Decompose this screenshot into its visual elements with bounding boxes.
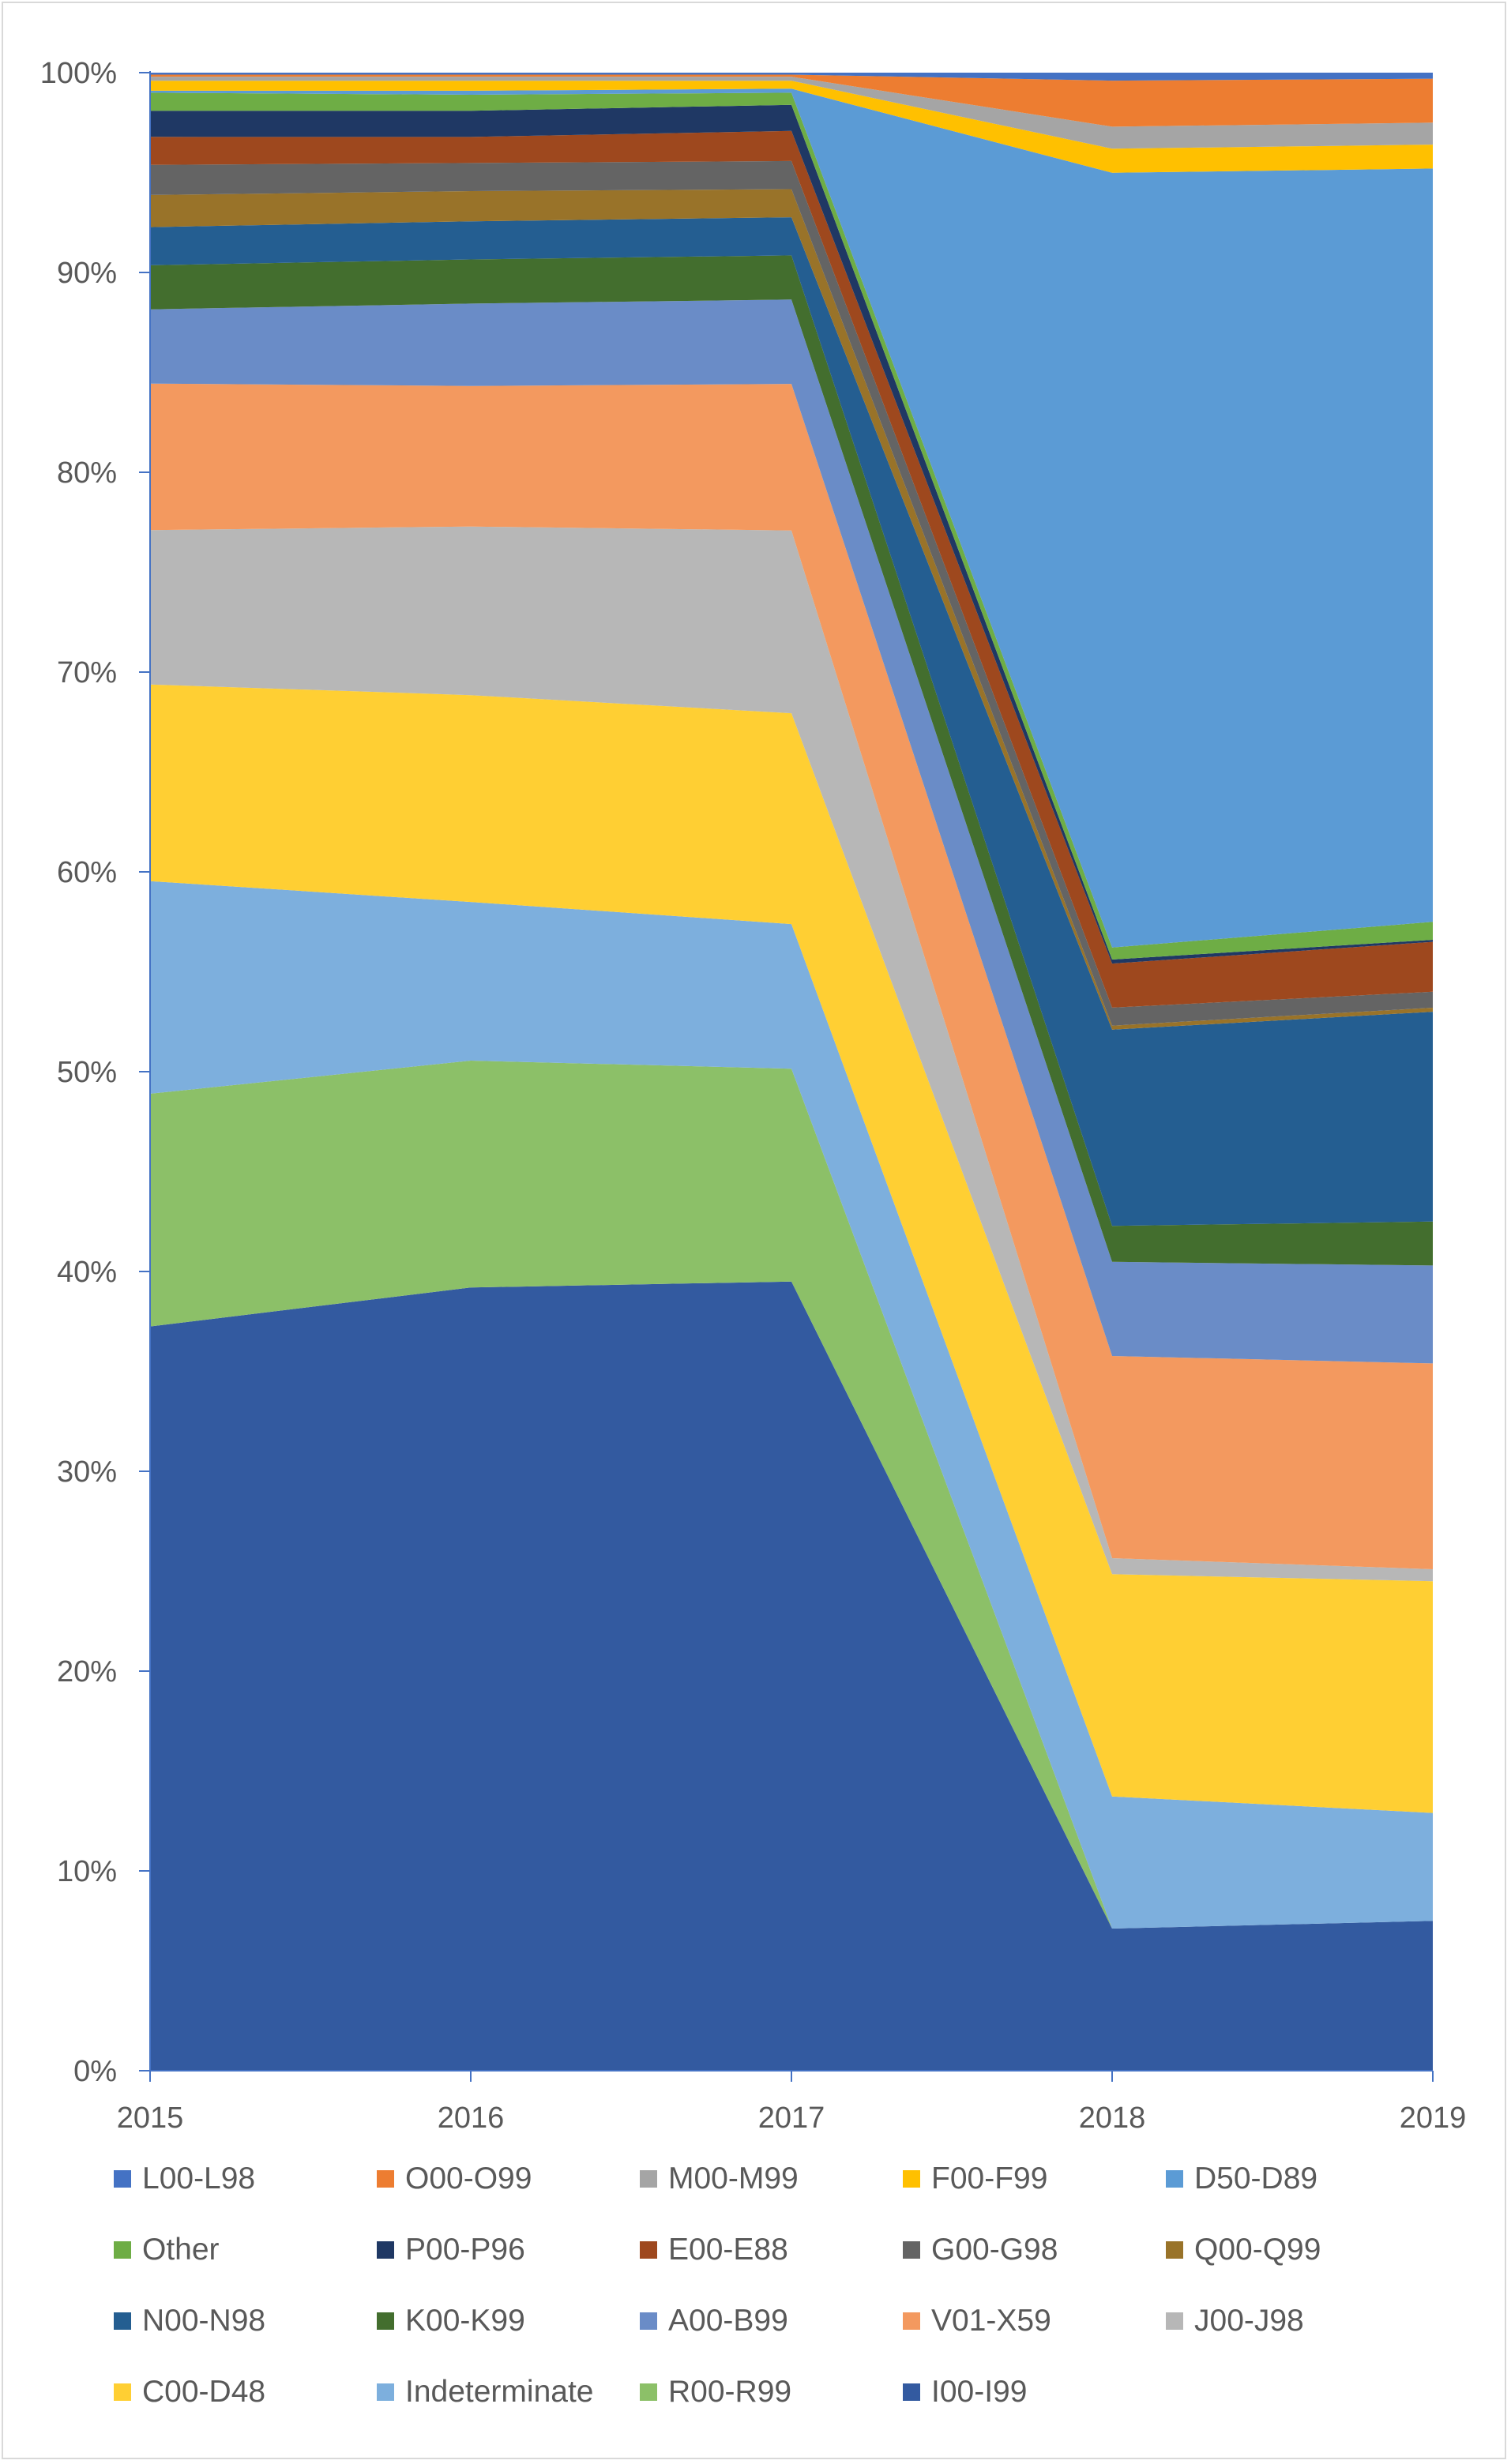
- y-tick-label: 20%: [57, 1655, 117, 1688]
- legend-item-d50-d89: D50-D89: [1166, 2162, 1429, 2195]
- area-m00-m99: [150, 77, 1433, 149]
- legend-item-c00-d48: C00-D48: [114, 2375, 377, 2409]
- chart-plot: 0% 10% 20% 30% 40% 50% 60% 70% 80% 90% 100% 2015 201…: [40, 57, 1466, 2135]
- y-tick-label: 90%: [57, 257, 117, 290]
- y-tick-label: 10%: [57, 1855, 117, 1888]
- legend-item-g00-g98: G00-G98: [903, 2233, 1166, 2267]
- legend-label: C00-D48: [142, 2375, 266, 2409]
- legend-swatch: [114, 2170, 131, 2188]
- area-o00-o99: [150, 74, 1433, 127]
- y-tick-label: 0%: [73, 2055, 117, 2088]
- x-tick-label: 2018: [1079, 2102, 1146, 2135]
- legend-item-j00-j98: J00-J98: [1166, 2304, 1429, 2338]
- area-n00-n98: [150, 217, 1433, 1226]
- legend-item-q00-q99: Q00-Q99: [1166, 2233, 1429, 2267]
- legend-swatch: [903, 2170, 920, 2188]
- legend-swatch: [640, 2241, 657, 2259]
- y-tick-label: 100%: [40, 57, 117, 90]
- legend-item-i00-i99: I00-I99: [903, 2375, 1166, 2409]
- area-indeterminate: [150, 881, 1433, 1929]
- legend-item-p00-p96: P00-P96: [377, 2233, 640, 2267]
- legend-swatch: [377, 2383, 394, 2401]
- legend-item-o00-o99: O00-O99: [377, 2162, 640, 2195]
- area-l00-l98: [150, 73, 1433, 81]
- legend-swatch: [640, 2170, 657, 2188]
- y-tick-label: 40%: [57, 1256, 117, 1289]
- legend-swatch: [1166, 2241, 1183, 2259]
- chart-legend: L00-L98 O00-O99 M00-M99 F00-F99 D50-D89 Other…: [114, 2162, 1472, 2409]
- legend-item-indeterminate: Indeterminate: [377, 2375, 640, 2409]
- y-tick-label: 70%: [57, 656, 117, 689]
- legend-label: O00-O99: [405, 2162, 532, 2195]
- area-d50-d89: [150, 88, 1433, 948]
- legend-label: G00-G98: [931, 2233, 1058, 2267]
- legend-label: V01-X59: [931, 2304, 1051, 2338]
- legend-label: J00-J98: [1194, 2304, 1304, 2338]
- legend-item-m00-m99: M00-M99: [640, 2162, 903, 2195]
- legend-label: Indeterminate: [405, 2375, 594, 2409]
- y-tick-label: 30%: [57, 1455, 117, 1489]
- area-i00-i99: [150, 1281, 1433, 2071]
- legend-label: Q00-Q99: [1194, 2233, 1321, 2267]
- legend-label: P00-P96: [405, 2233, 525, 2267]
- legend-swatch: [640, 2312, 657, 2330]
- legend-swatch: [114, 2241, 131, 2259]
- legend-item-v01-x59: V01-X59: [903, 2304, 1166, 2338]
- area-layers: [150, 73, 1433, 2071]
- legend-item-r00-r99: R00-R99: [640, 2375, 903, 2409]
- legend-item-k00-k99: K00-K99: [377, 2304, 640, 2338]
- x-tick-label: 2016: [438, 2102, 505, 2135]
- x-tick-label: 2019: [1400, 2102, 1467, 2135]
- legend-item-other: Other: [114, 2233, 377, 2267]
- legend-label: N00-N98: [142, 2304, 266, 2338]
- legend-swatch: [1166, 2170, 1183, 2188]
- legend-swatch: [640, 2383, 657, 2401]
- legend-label: R00-R99: [668, 2375, 792, 2409]
- legend-item-f00-f99: F00-F99: [903, 2162, 1166, 2195]
- y-tick-label: 50%: [57, 1056, 117, 1089]
- legend-label: F00-F99: [931, 2162, 1048, 2195]
- legend-label: D50-D89: [1194, 2162, 1318, 2195]
- legend-label: I00-I99: [931, 2375, 1028, 2409]
- legend-swatch: [903, 2312, 920, 2330]
- legend-swatch: [903, 2241, 920, 2259]
- legend-label: K00-K99: [405, 2304, 525, 2338]
- legend-label: Other: [142, 2233, 220, 2267]
- area-v01-x59: [150, 383, 1433, 1570]
- legend-swatch: [377, 2170, 394, 2188]
- legend-label: E00-E88: [668, 2233, 788, 2267]
- area-r00-r99: [150, 1061, 1433, 1929]
- legend-swatch: [377, 2312, 394, 2330]
- x-tick-label: 2017: [758, 2102, 825, 2135]
- area-f00-f99: [150, 81, 1433, 173]
- legend-label: M00-M99: [668, 2162, 799, 2195]
- legend-item-a00-b99: A00-B99: [640, 2304, 903, 2338]
- legend-item-e00-e88: E00-E88: [640, 2233, 903, 2267]
- chart-axes: [139, 71, 1434, 2082]
- legend-label: L00-L98: [142, 2162, 256, 2195]
- y-tick-label: 60%: [57, 856, 117, 889]
- legend-item-l00-l98: L00-L98: [114, 2162, 377, 2195]
- tick-labels: 0% 10% 20% 30% 40% 50% 60% 70% 80% 90% 100% 2015 201…: [40, 57, 1466, 2135]
- legend-swatch: [1166, 2312, 1183, 2330]
- x-tick-label: 2015: [117, 2102, 184, 2135]
- legend-swatch: [903, 2383, 920, 2401]
- legend-swatch: [377, 2241, 394, 2259]
- y-tick-label: 80%: [57, 456, 117, 490]
- legend-label: A00-B99: [668, 2304, 788, 2338]
- legend-swatch: [114, 2312, 131, 2330]
- area-c00-d48: [150, 684, 1433, 1813]
- area-j00-j98: [150, 526, 1433, 1582]
- legend-item-n00-n98: N00-N98: [114, 2304, 377, 2338]
- legend-swatch: [114, 2383, 131, 2401]
